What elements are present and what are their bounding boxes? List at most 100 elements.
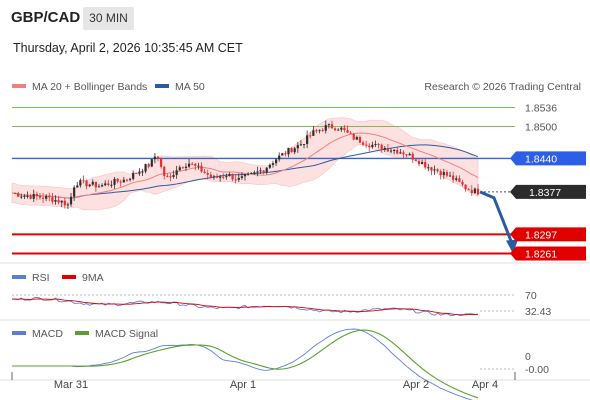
macd-legend-swatch [12,331,26,335]
candle-body [178,167,181,171]
candle-body [458,178,461,182]
ma20-legend-swatch [12,84,26,88]
candle-body [200,165,203,172]
level-tag-1.8261 [510,246,586,261]
candle-body [374,144,377,146]
candle-body [284,153,287,155]
ma20-legend-label: MA 20 + Bollinger Bands [32,81,147,93]
candle-body [408,153,411,156]
candle-body [119,181,122,183]
timestamp: Thursday, April 2, 2026 10:35:45 AM CET [13,41,243,55]
candle-body [433,169,436,171]
candle-body [402,152,405,155]
forecast-arrow-head [506,239,518,254]
rsi-value-label: 32.43 [525,306,551,318]
candle-body [355,137,358,140]
candle-body [23,195,26,197]
candlesticks [14,120,480,209]
candle-body [181,167,184,169]
candle-body [141,171,144,173]
candle-body [259,170,262,172]
candle-body [63,200,66,206]
candle-body [240,176,243,178]
last-price-label: 1.8377 [529,187,561,199]
ma50-legend-label: MA 50 [175,81,205,93]
candle-body [365,144,368,146]
candle-body [35,193,38,197]
candle-body [420,162,424,165]
candle-body [436,169,439,172]
candle-body [194,163,197,166]
candle-body [389,150,393,152]
candle-body [380,144,383,150]
candle-body [455,178,458,180]
candle-body [243,174,247,177]
rsi-level-label: 70 [525,290,537,302]
bollinger-band-area [11,117,479,211]
candle-body [29,195,32,199]
macd-value-label: -0.00 [525,364,549,376]
candle-body [66,204,70,206]
candle-body [306,135,309,144]
level-tag-1.8440 [510,151,586,166]
candle-body [32,193,35,199]
credit-text: Research © 2026 Trading Central [424,81,581,93]
candle-body [250,173,253,175]
candle-body [79,180,82,186]
candle-body [76,185,79,188]
level-label-1.8297: 1.8297 [525,229,557,241]
candle-body [97,186,101,188]
candle-body [448,175,452,177]
x-tick-label: Apr 2 [403,379,429,391]
candle-body [153,156,157,160]
candle-body [45,196,48,199]
candle-body [312,130,315,136]
candle-body [54,199,57,202]
x-tick-label: Mar 31 [54,379,88,391]
candle-body [296,145,299,149]
candle-body [215,176,219,178]
macd-zero-label: 0 [525,351,531,363]
candle-body [26,195,29,197]
candle-body [299,144,303,146]
candle-body [116,178,119,182]
candle-body [274,159,278,164]
ma50-legend-swatch [155,84,169,88]
candle-body [209,174,212,178]
candle-body [309,135,312,137]
candle-body [107,183,110,186]
candle-body [94,181,97,188]
level-label-1.8261: 1.8261 [525,249,557,261]
candle-body [212,176,216,178]
forecast-arrow-line [479,190,514,245]
candle-body [104,183,107,186]
candle-body [417,161,421,165]
candle-body [160,158,163,167]
candle-body [166,175,169,177]
candle-body [473,188,476,193]
candle-body [222,176,225,178]
candle-body [228,174,231,177]
candle-body [184,166,188,169]
candle-body [48,196,51,198]
timeframe-badge[interactable]: 30 MIN [83,7,134,30]
candle-body [343,127,346,131]
candle-body [20,196,23,198]
candle-body [383,148,386,150]
candle-body [100,185,104,187]
candle-body [287,147,290,155]
candle-body [327,124,330,126]
candle-body [396,150,399,154]
symbol-title: GBP/CAD [11,9,81,26]
candle-body [237,177,240,180]
forecast-arrow [479,190,518,254]
candle-body [125,179,129,181]
candle-body [368,145,371,148]
candle-body [135,172,138,174]
macd-signal-legend-label: MACD Signal [95,328,158,340]
candle-body [399,152,402,154]
candle-body [445,172,449,176]
candle-body [281,153,284,156]
candle-body [82,180,85,182]
candle-body [386,148,390,152]
